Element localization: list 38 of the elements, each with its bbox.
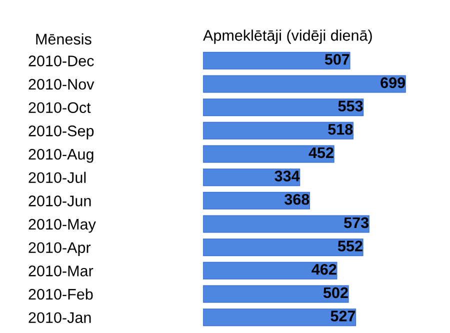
- data-label: 527: [330, 310, 356, 322]
- bar: [203, 145, 334, 163]
- data-label: 552: [338, 240, 362, 252]
- data-label: 573: [344, 217, 368, 228]
- y-tick-label: 2010-Aug: [28, 148, 94, 163]
- bar: [203, 308, 356, 326]
- data-label: 452: [308, 147, 334, 158]
- y-tick-label: 2010-Feb: [28, 288, 93, 300]
- bar: [203, 98, 364, 116]
- bar: [203, 238, 364, 256]
- y-axis-title: Mēnesis: [36, 33, 92, 45]
- data-label: 699: [380, 77, 405, 88]
- data-label: 518: [328, 124, 353, 135]
- y-tick-label: 2010-Dec: [28, 56, 94, 66]
- y-tick-label: 2010-Jun: [28, 196, 91, 206]
- bar: [203, 285, 349, 303]
- data-label: 553: [338, 100, 363, 112]
- data-label: 462: [312, 264, 336, 275]
- chart-title: Apmeklētāji (vidēji dienā): [203, 30, 372, 44]
- data-label: 368: [284, 194, 310, 205]
- y-tick-label: 2010-May: [28, 218, 96, 233]
- y-tick-label: 2010-Jul: [28, 172, 86, 184]
- y-tick-label: 2010-Sep: [28, 126, 94, 140]
- data-label: 502: [323, 287, 348, 298]
- bar: [203, 52, 350, 70]
- bar: [203, 122, 354, 140]
- y-tick-label: 2010-Oct: [28, 102, 91, 114]
- bar: [203, 168, 300, 186]
- y-tick-label: 2010-Mar: [28, 266, 94, 276]
- y-tick-label: 2010-Apr: [28, 242, 91, 256]
- bar: [203, 75, 406, 93]
- y-tick-label: 2010-Nov: [28, 78, 94, 90]
- data-label: 507: [324, 54, 350, 65]
- data-label: 334: [274, 170, 300, 182]
- bar: [203, 262, 338, 280]
- y-tick-label: 2010-Jan: [28, 312, 91, 324]
- bar: [203, 215, 370, 233]
- bar: [203, 192, 310, 210]
